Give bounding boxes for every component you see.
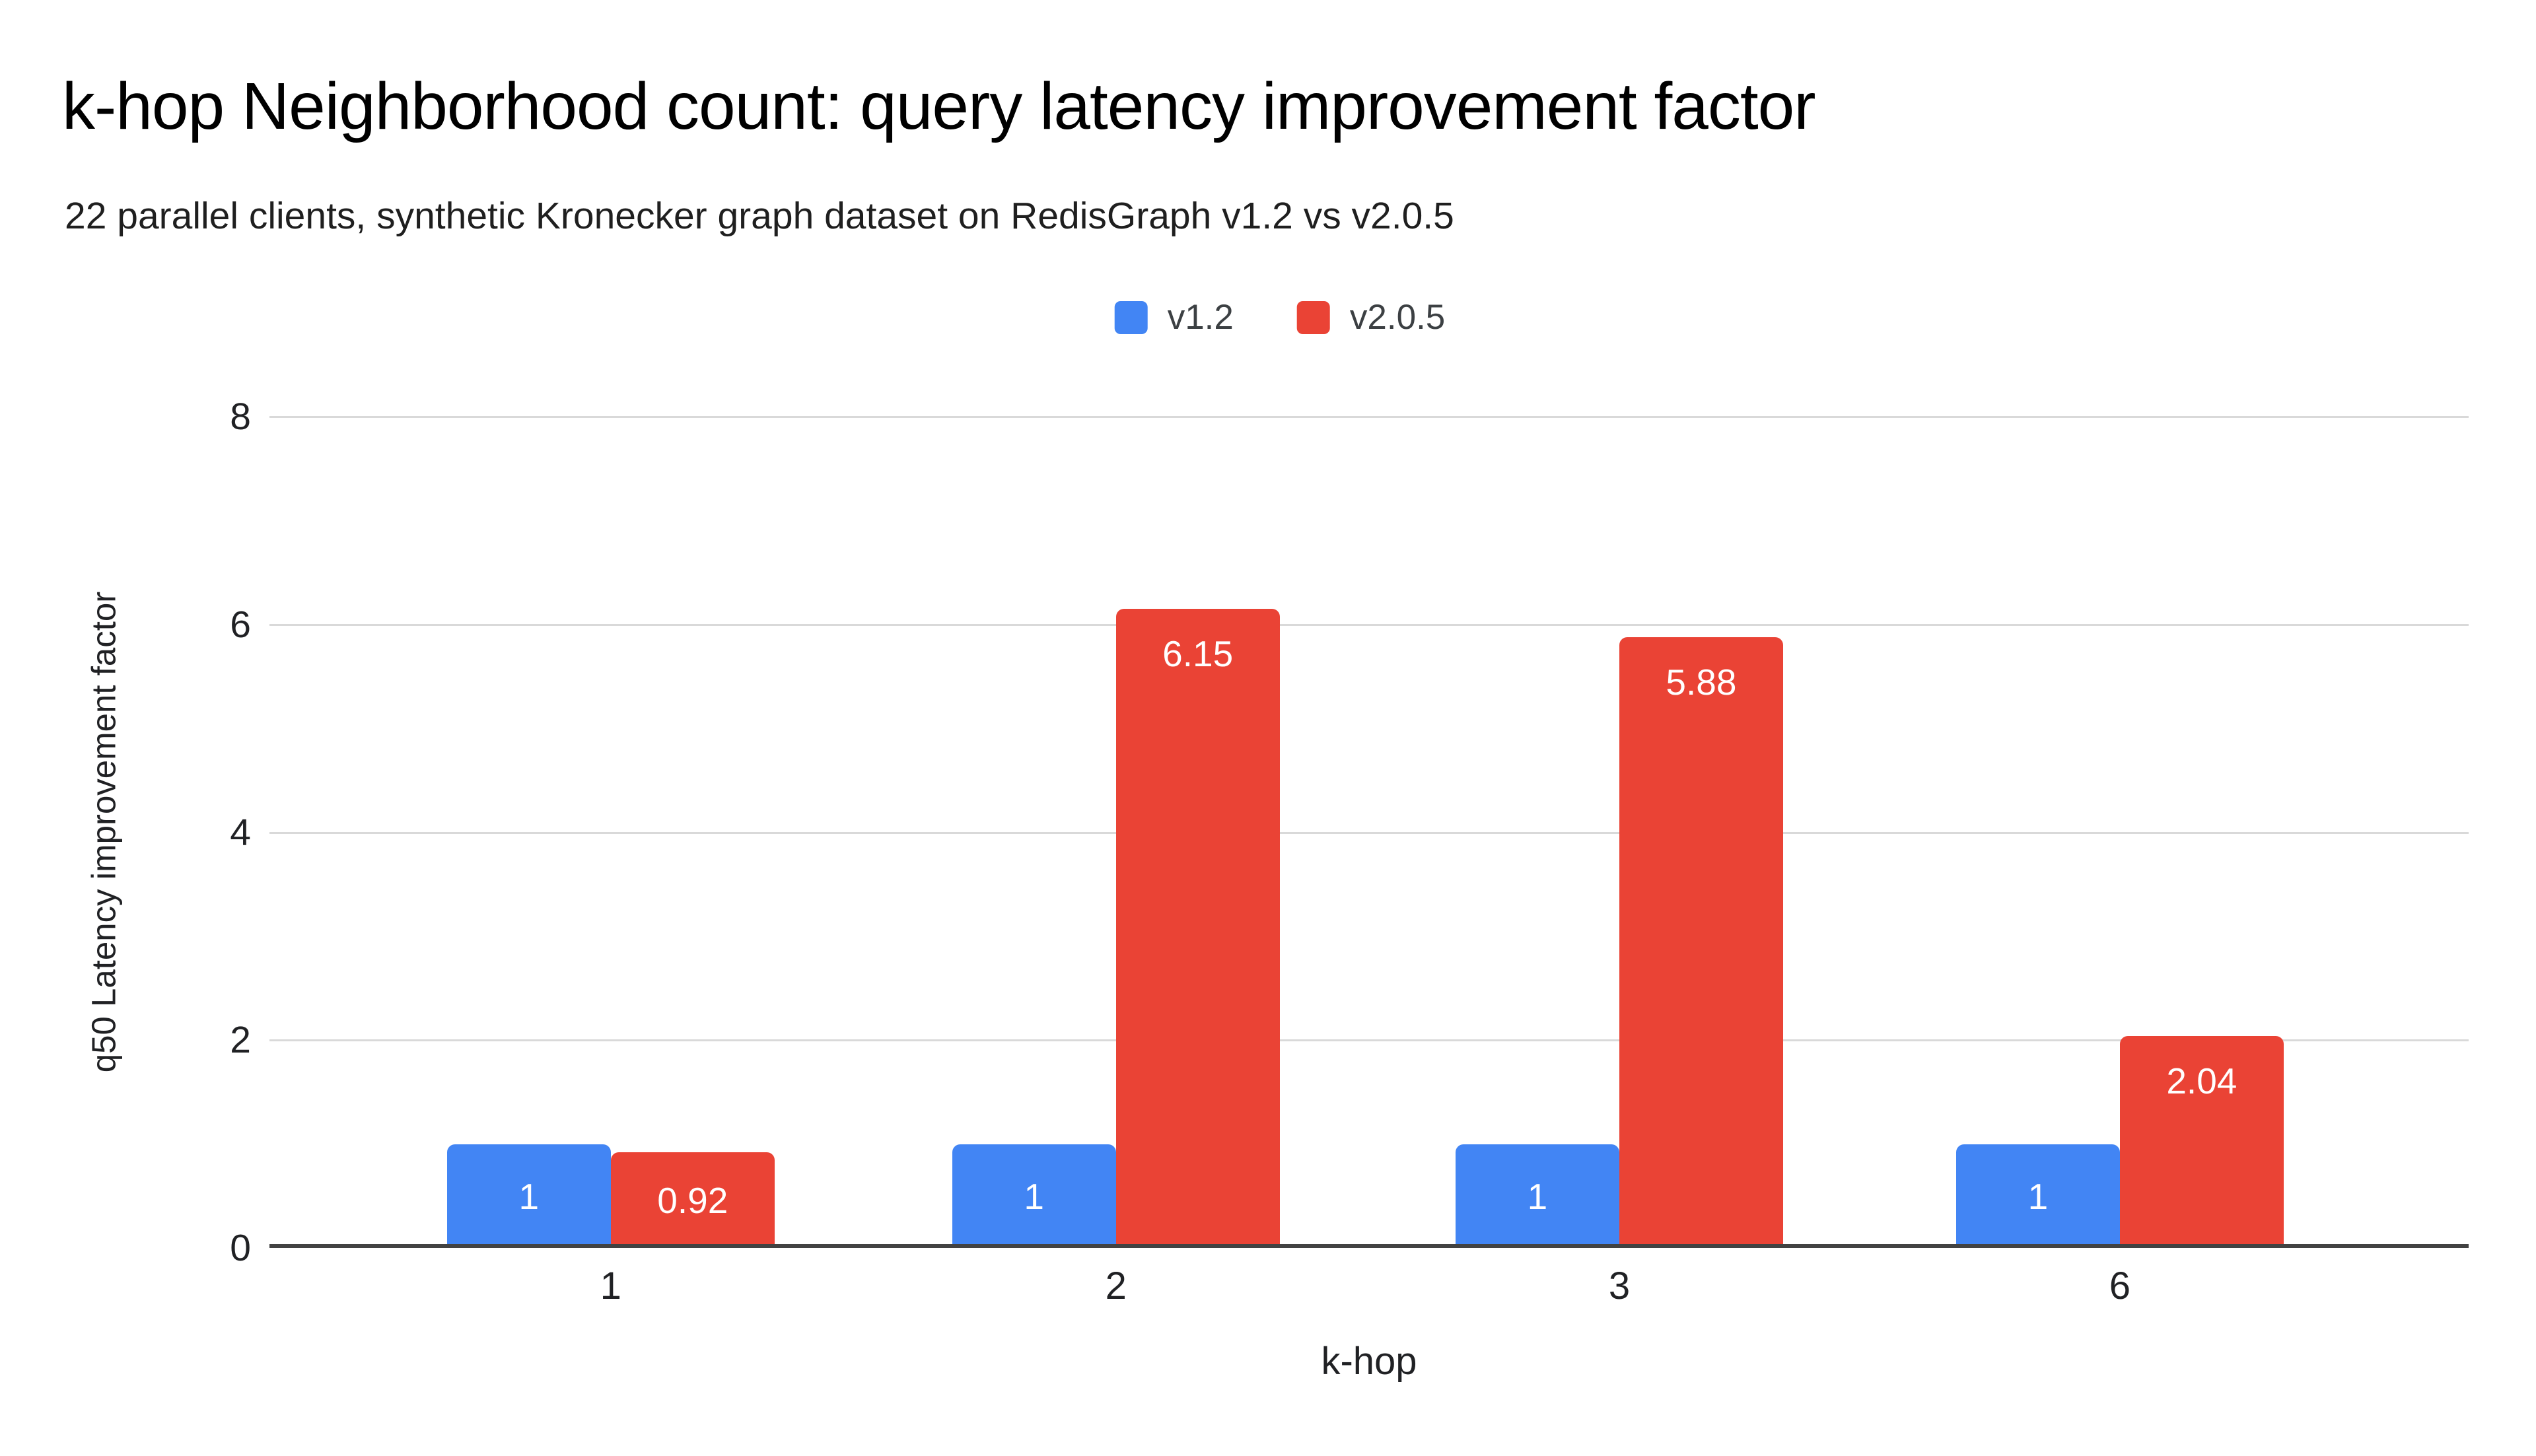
bar-v2.0.5-khop-3: 5.88: [1619, 637, 1783, 1248]
y-tick-label-6: 6: [230, 603, 251, 646]
bar-v1.2-khop-6: 1: [1955, 1144, 2120, 1248]
y-tick-label-0: 0: [230, 1227, 251, 1269]
chart-title: k-hop Neighborhood count: query latency …: [62, 69, 1816, 143]
bar-v2.0.5-khop-1: 0.92: [610, 1152, 775, 1248]
x-category-label-6: 6: [2109, 1265, 2131, 1307]
x-category-label-1: 1: [600, 1265, 621, 1307]
bar-v1.2-khop-3: 1: [1455, 1144, 1619, 1248]
chart-subtitle: 22 parallel clients, synthetic Kronecker…: [65, 195, 1454, 237]
bar-v2.0.5-khop-6: 2.04: [2119, 1036, 2284, 1248]
bar-value-label: 6.15: [1162, 633, 1234, 674]
bar-group-6: 1 2.04: [1955, 1036, 2284, 1248]
gridline-8: [269, 416, 2469, 418]
y-tick-label-4: 4: [230, 811, 251, 854]
gridline-4: [269, 831, 2469, 834]
bar-value-label: 1: [1024, 1175, 1044, 1217]
gridline-6: [269, 623, 2469, 626]
y-tick-label-8: 8: [230, 396, 251, 438]
x-axis-title: k-hop: [1321, 1340, 1417, 1383]
bar-v2.0.5-khop-2: 6.15: [1115, 609, 1280, 1248]
bar-v1.2-khop-1: 1: [446, 1144, 611, 1248]
bar-value-label: 1: [2027, 1175, 2049, 1217]
y-tick-label-2: 2: [230, 1019, 251, 1062]
bar-value-label: 2.04: [2166, 1060, 2237, 1101]
gridline-2: [269, 1039, 2469, 1042]
x-axis-line: [269, 1244, 2469, 1248]
y-axis-title: q50 Latency improvement factor: [85, 591, 123, 1073]
legend-swatch-icon: [1114, 300, 1148, 334]
legend: v1.2 v2.0.5: [1114, 297, 1446, 337]
legend-item-v2.0.5: v2.0.5: [1296, 297, 1446, 337]
x-category-label-3: 3: [1608, 1265, 1631, 1307]
legend-swatch-icon: [1296, 300, 1330, 334]
bar-group-1: 1 0.92: [446, 1144, 775, 1248]
bar-value-label: 5.88: [1666, 662, 1737, 703]
bar-group-3: 1 5.88: [1455, 637, 1783, 1248]
legend-label: v2.0.5: [1349, 298, 1446, 337]
x-category-label-2: 2: [1105, 1265, 1127, 1307]
bar-v1.2-khop-2: 1: [952, 1144, 1116, 1248]
plot-area: 1 0.92 1 6.15 1 5.88 1 2.04: [269, 416, 2469, 1248]
bar-group-2: 1 6.15: [952, 609, 1280, 1248]
legend-label: v1.2: [1167, 298, 1234, 337]
legend-item-v1.2: v1.2: [1114, 297, 1234, 337]
bar-value-label: 0.92: [657, 1179, 728, 1221]
bar-value-label: 1: [1527, 1175, 1548, 1217]
bar-value-label: 1: [518, 1175, 540, 1217]
